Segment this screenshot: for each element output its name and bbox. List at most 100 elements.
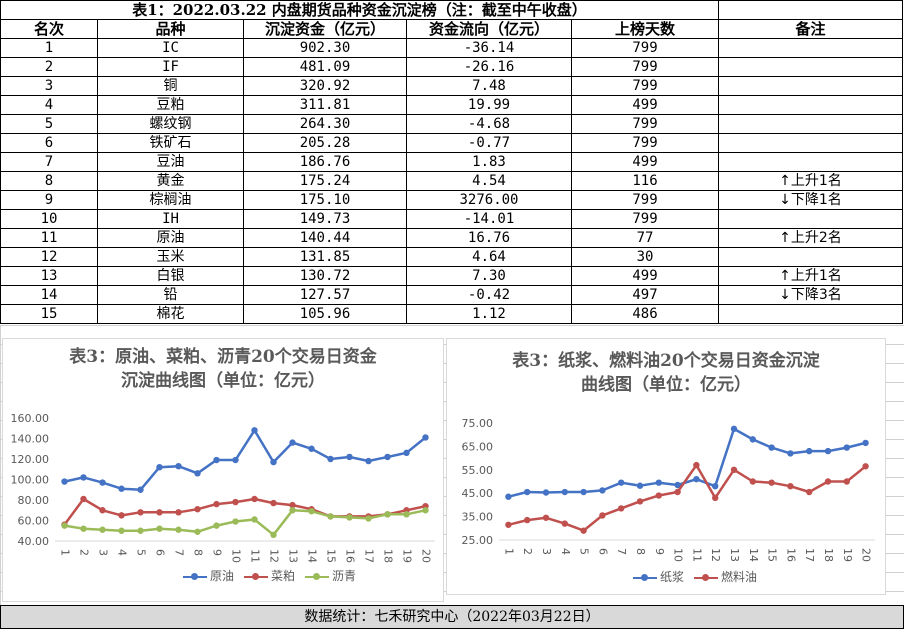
- cell-flow: -26.16: [406, 57, 572, 77]
- data-point: [289, 501, 296, 509]
- data-point: [561, 520, 568, 527]
- data-point: [118, 512, 125, 519]
- data-point: [862, 439, 869, 447]
- cell-product: 玉米: [97, 247, 244, 267]
- cell-rank: 15: [0, 304, 98, 324]
- header-flow: 资金流向（亿元）: [406, 19, 572, 39]
- cell-note: [718, 57, 903, 77]
- y-tick-label: 75.00: [462, 417, 494, 430]
- x-tick-label: 2: [78, 549, 91, 556]
- cell-capital: 149.73: [243, 209, 407, 229]
- cell-product: 豆油: [97, 152, 244, 172]
- table-row: 6 铁矿石 205.28 -0.77 799: [0, 133, 903, 153]
- cell-days: 499: [571, 152, 719, 172]
- table-row: 14 铅 127.57 -0.42 497 ↓下降3名: [0, 285, 903, 305]
- table-row: 11 原油 140.44 16.76 77 ↑上升2名: [0, 228, 903, 248]
- table-row: 1 IC 902.30 -36.14 799: [0, 38, 903, 58]
- data-point: [674, 481, 681, 489]
- data-point: [232, 456, 239, 464]
- data-point: [61, 522, 68, 529]
- cell-note: ↑上升1名: [718, 266, 903, 286]
- table-row: 8 黄金 175.24 4.54 116 ↑上升1名: [0, 171, 903, 191]
- cell-capital: 311.81: [243, 95, 407, 115]
- y-tick-label: 45.00: [462, 487, 494, 500]
- series-line-1: [508, 427, 866, 498]
- cell-capital: 264.30: [243, 114, 407, 134]
- data-point: [327, 455, 334, 463]
- legend-swatch: [183, 572, 207, 580]
- data-point: [824, 478, 832, 485]
- cell-flow: -4.68: [406, 114, 572, 134]
- chart-pulp-fueloil: 表3：纸浆、燃料油20个交易日资金沉淀 曲线图（单位：亿元） 25.00 35.0…: [446, 338, 886, 595]
- data-point: [251, 516, 258, 523]
- x-tick-label: 3: [540, 548, 553, 555]
- data-point: [768, 444, 775, 451]
- table-row: 12 玉米 131.85 4.64 30: [0, 247, 903, 267]
- x-tick-label: 12: [268, 549, 281, 563]
- cell-note: ↑上升1名: [718, 171, 903, 191]
- data-point: [289, 439, 296, 446]
- cell-rank: 2: [0, 57, 98, 77]
- table-header-row: 名次 品种 沉淀资金（亿元） 资金流向（亿元） 上榜天数 备注: [0, 19, 903, 39]
- data-point: [346, 453, 353, 461]
- cell-days: 799: [571, 209, 719, 229]
- legend-label: 菜粕: [271, 569, 296, 583]
- x-tick-label: 14: [306, 549, 319, 563]
- x-tick-label: 16: [344, 549, 357, 563]
- data-point: [346, 514, 353, 521]
- x-tick-label: 13: [728, 548, 741, 562]
- data-point: [232, 518, 239, 525]
- cell-capital: 320.92: [243, 76, 407, 96]
- legend-item: 沥青: [305, 569, 356, 583]
- data-point: [194, 470, 201, 477]
- cell-product: IF: [97, 57, 244, 77]
- x-tick-label: 10: [672, 548, 685, 562]
- cell-capital: 130.72: [243, 266, 407, 286]
- legend-item: 菜粕: [244, 569, 295, 583]
- cell-flow: 19.99: [406, 95, 572, 115]
- legend-marker: [641, 573, 648, 581]
- data-point: [422, 434, 429, 441]
- data-point: [824, 447, 832, 455]
- data-point: [730, 466, 738, 473]
- data-point: [137, 509, 144, 516]
- data-point: [749, 436, 756, 443]
- cell-flow: 3276.00: [406, 190, 572, 210]
- data-point: [674, 488, 681, 496]
- cell-capital: 205.28: [243, 133, 407, 153]
- x-tick-label: 17: [803, 548, 816, 562]
- data-point: [806, 488, 813, 496]
- legend-marker: [191, 572, 198, 580]
- cell-days: 486: [571, 304, 719, 324]
- data-point: [749, 478, 756, 485]
- chart-legend: 原油 菜粕 沥青: [183, 567, 366, 584]
- table-row: 2 IF 481.09 -26.16 799: [0, 57, 903, 77]
- data-point: [99, 479, 106, 486]
- data-point: [213, 522, 220, 529]
- y-tick-label: 55.00: [462, 464, 494, 477]
- table-row: 13 白银 130.72 7.30 499 ↑上升1名: [0, 266, 903, 286]
- data-point: [270, 458, 277, 466]
- x-tick-label: 16: [784, 548, 797, 562]
- data-point: [655, 479, 662, 486]
- cell-note: ↑上升2名: [718, 228, 903, 248]
- data-point: [308, 445, 315, 452]
- data-point: [80, 525, 87, 532]
- cell-rank: 9: [0, 190, 98, 210]
- data-point: [862, 463, 869, 470]
- legend-label: 纸浆: [660, 570, 685, 584]
- cell-capital: 175.24: [243, 171, 407, 191]
- data-point: [636, 482, 644, 489]
- x-tick-label: 6: [596, 548, 609, 555]
- x-tick-label: 2: [521, 548, 534, 555]
- cell-flow: 4.54: [406, 171, 572, 191]
- cell-note: [718, 133, 903, 153]
- cell-flow: -14.01: [406, 209, 572, 229]
- cell-rank: 1: [0, 38, 98, 58]
- chart-title-line-2: 曲线图（单位：亿元）: [581, 375, 751, 395]
- data-point: [505, 521, 512, 528]
- data-point: [175, 526, 182, 533]
- data-point: [403, 511, 410, 518]
- cell-product: 棉花: [97, 304, 244, 324]
